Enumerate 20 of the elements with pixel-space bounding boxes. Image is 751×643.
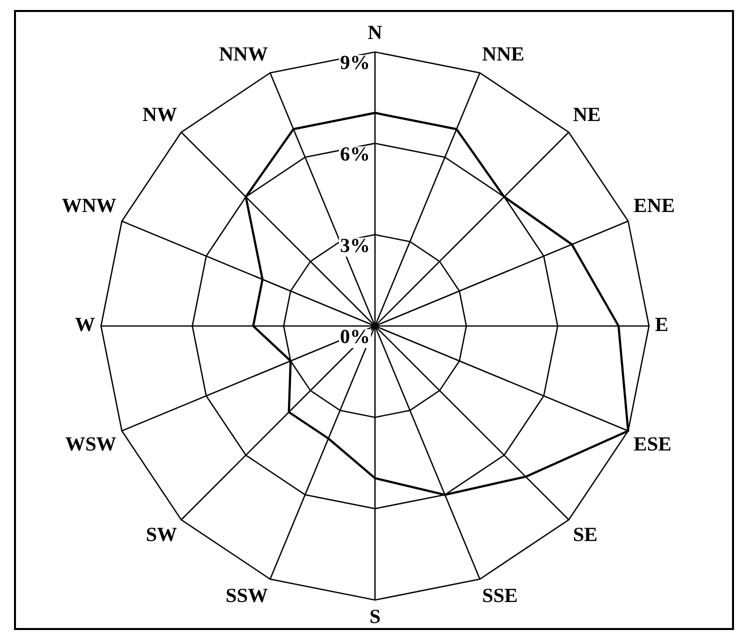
spoke-label: W: [75, 314, 95, 336]
spoke-label: SE: [572, 524, 598, 546]
y-tick-label: 3%: [340, 234, 370, 257]
spoke-label: NNW: [218, 43, 268, 66]
spoke-label: E: [655, 314, 668, 336]
spoke-label: NW: [142, 104, 178, 126]
spoke-label: WSW: [65, 433, 116, 456]
spoke-label: ESE: [634, 433, 672, 456]
spoke-label: NE: [572, 104, 601, 126]
y-tick-label: 9%: [340, 52, 370, 74]
spoke-label: SW: [146, 524, 178, 546]
y-tick-label: 6%: [340, 144, 370, 166]
spoke-label: WNW: [62, 195, 116, 218]
spoke-label: N: [368, 22, 383, 44]
spoke-label: S: [369, 606, 381, 628]
spoke-label: SSW: [226, 584, 268, 607]
spoke-label: NNE: [482, 43, 524, 66]
y-tick-label: 0%: [340, 326, 370, 348]
spoke-label: ENE: [634, 195, 675, 218]
spoke-label: SSE: [482, 584, 518, 607]
